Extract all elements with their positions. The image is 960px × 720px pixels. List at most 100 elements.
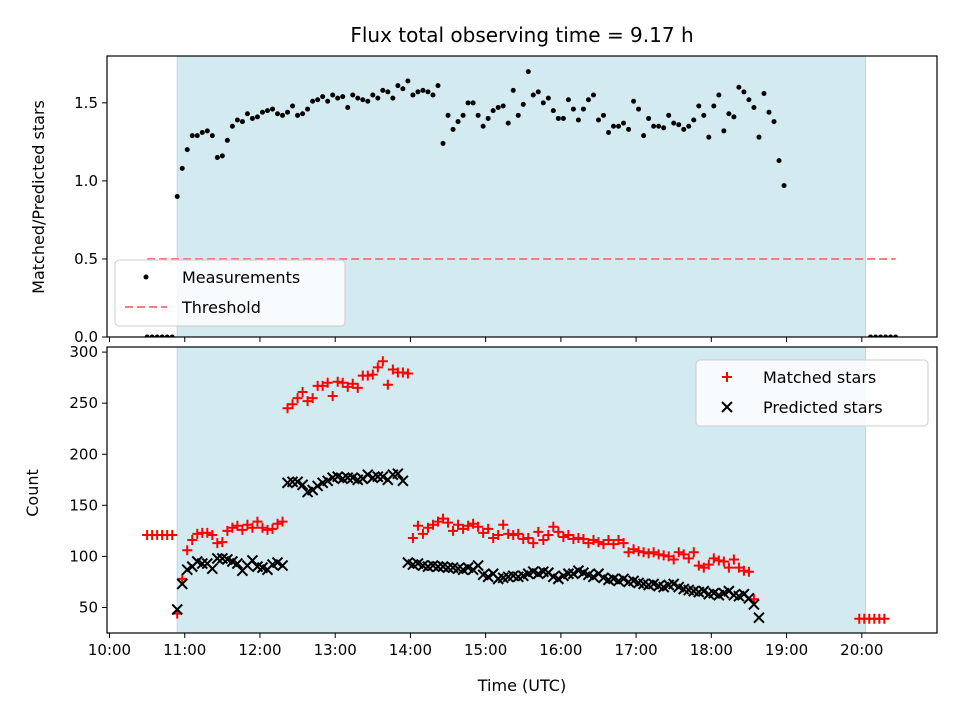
measurements-point bbox=[585, 97, 591, 103]
measurements-point bbox=[500, 103, 506, 109]
measurements-point bbox=[204, 128, 210, 134]
measurements-point bbox=[756, 134, 762, 140]
x-tick-label: 11:00 bbox=[163, 641, 206, 659]
matched-stars-point bbox=[548, 521, 559, 532]
matched-stars-point bbox=[678, 549, 689, 560]
matched-stars-point bbox=[673, 547, 684, 558]
measurements-point bbox=[174, 194, 180, 199]
matched-stars-point bbox=[302, 396, 313, 407]
predicted-stars-point bbox=[231, 557, 244, 570]
measurements-point bbox=[651, 123, 657, 129]
measurements-point bbox=[420, 87, 426, 93]
measurements-point bbox=[545, 95, 551, 101]
matched-stars-point bbox=[422, 522, 433, 533]
matched-stars-point bbox=[503, 528, 514, 539]
measurements-point bbox=[400, 86, 406, 92]
matched-stars-point bbox=[618, 538, 629, 549]
matched-stars-point bbox=[192, 528, 203, 539]
measurements-point bbox=[711, 103, 717, 109]
measurements-point bbox=[290, 103, 296, 109]
measurements-point bbox=[716, 92, 722, 98]
matched-stars-point bbox=[703, 559, 714, 570]
matched-stars-point bbox=[322, 377, 333, 388]
measurements-point bbox=[310, 98, 316, 104]
matched-stars-point bbox=[743, 566, 754, 577]
matched-stars-point bbox=[488, 533, 499, 544]
measurements-point bbox=[269, 106, 275, 112]
matched-stars-point bbox=[523, 533, 534, 544]
panel-bottom: Count 10:00 11:00 12:00 13:00 14:00 15:00 16:0… bbox=[23, 343, 938, 659]
matched-stars-point bbox=[738, 565, 749, 576]
legend-label: Threshold bbox=[181, 298, 261, 317]
matched-stars-point bbox=[593, 537, 604, 548]
matched-stars-point bbox=[297, 386, 308, 397]
measurements-point bbox=[179, 165, 185, 171]
bottom-ylabel: Count bbox=[23, 469, 42, 517]
matched-stars-point bbox=[568, 534, 579, 545]
measurements-point bbox=[355, 95, 361, 101]
measurements-point bbox=[751, 105, 757, 111]
measurements-point bbox=[295, 112, 301, 118]
matched-stars-point bbox=[628, 544, 639, 555]
x-tick-label: 18:00 bbox=[690, 641, 733, 659]
matched-stars-point bbox=[202, 527, 213, 538]
measurements-point bbox=[530, 92, 536, 98]
predicted-stars-point bbox=[372, 471, 384, 483]
matched-stars-point bbox=[417, 528, 428, 539]
matched-stars-point bbox=[252, 516, 263, 527]
matched-stars-point bbox=[407, 533, 418, 544]
matched-stars-point bbox=[638, 547, 649, 558]
measurements-point bbox=[259, 109, 265, 115]
x-tick-label: 15:00 bbox=[464, 641, 507, 659]
matched-stars-point bbox=[412, 520, 423, 531]
predicted-stars-point bbox=[196, 557, 208, 570]
predicted-stars-point bbox=[397, 475, 409, 487]
measurements-point bbox=[490, 108, 496, 114]
measurements-point bbox=[169, 334, 175, 337]
x-axis-label: Time (UTC) bbox=[477, 676, 566, 695]
measurements-point bbox=[375, 95, 381, 101]
measurements-point bbox=[731, 114, 737, 120]
matched-stars-point bbox=[352, 382, 363, 393]
matched-stars-point bbox=[377, 356, 388, 367]
y-tick-label: 300 bbox=[69, 343, 98, 361]
matched-stars-point bbox=[327, 391, 338, 402]
matched-stars-point bbox=[513, 528, 524, 539]
measurements-point bbox=[455, 119, 461, 125]
measurements-point bbox=[475, 112, 481, 118]
x-tick-label: 13:00 bbox=[314, 641, 357, 659]
x-tick-label: 20:00 bbox=[840, 641, 883, 659]
measurements-point bbox=[280, 112, 286, 118]
axes-frame bbox=[106, 55, 938, 338]
matched-stars-point bbox=[608, 539, 619, 550]
measurements-point bbox=[776, 158, 782, 164]
measurements-point bbox=[781, 183, 787, 189]
measurements-point bbox=[575, 117, 581, 123]
legend: Measurements Threshold bbox=[114, 259, 346, 327]
matched-stars-point bbox=[222, 525, 233, 536]
measurements-point bbox=[254, 114, 260, 120]
x-tick-label: 14:00 bbox=[389, 641, 432, 659]
legend-label: Matched stars bbox=[763, 368, 876, 387]
measurements-point bbox=[555, 115, 561, 121]
matched-stars-point bbox=[272, 518, 283, 529]
matched-stars-point bbox=[247, 522, 258, 533]
measurements-point bbox=[631, 98, 637, 104]
measurements-point bbox=[520, 101, 526, 107]
measurements-point bbox=[320, 94, 326, 100]
matched-stars-point bbox=[708, 553, 719, 564]
predicted-stars-point bbox=[753, 611, 765, 624]
matched-stars-point bbox=[187, 535, 198, 546]
matched-stars-point bbox=[468, 518, 479, 529]
measurements-point bbox=[721, 128, 727, 134]
matched-stars-point bbox=[212, 538, 223, 549]
matched-stars-point bbox=[483, 523, 494, 534]
measurements-point bbox=[600, 112, 606, 118]
measurements-point bbox=[883, 334, 889, 337]
measurements-point bbox=[565, 97, 571, 103]
matched-stars-point bbox=[583, 538, 594, 549]
measurements-point bbox=[646, 115, 652, 121]
measurements-point bbox=[505, 120, 511, 126]
measurements-point bbox=[445, 112, 451, 118]
